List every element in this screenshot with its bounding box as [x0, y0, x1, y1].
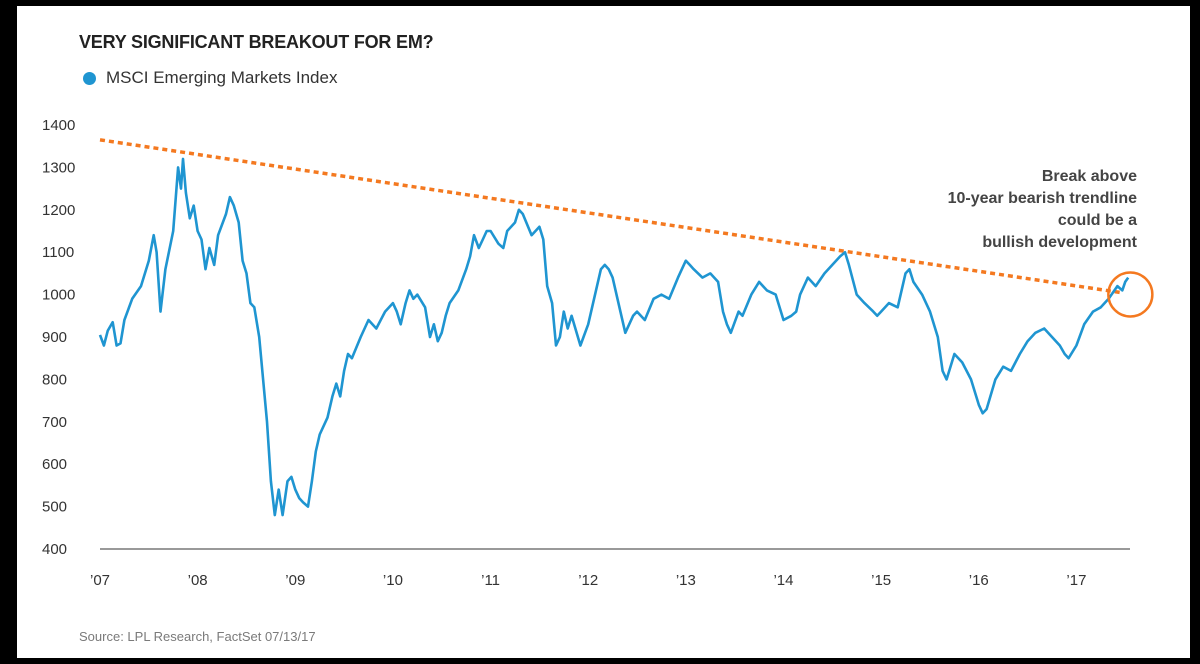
annotation-line: 10-year bearish trendline	[948, 190, 1138, 207]
bearish-trendline	[99, 138, 1121, 295]
breakout-highlight-circle	[1107, 271, 1154, 318]
x-tick-label: ’14	[773, 572, 793, 589]
y-tick-label: 500	[42, 499, 67, 516]
y-tick-label: 400	[42, 541, 67, 558]
x-tick-label: ’09	[285, 572, 305, 589]
y-tick-label: 900	[42, 329, 67, 346]
x-tick-label: ’10	[383, 572, 403, 589]
y-tick-label: 700	[42, 414, 67, 431]
y-tick-label: 1400	[42, 117, 75, 134]
annotation-line: bullish development	[982, 234, 1137, 251]
x-tick-label: ’07	[90, 572, 110, 589]
x-tick-label: ’17	[1066, 572, 1086, 589]
annotation-line: Break above	[1042, 168, 1137, 185]
x-tick-label: ’15	[871, 572, 891, 589]
y-tick-label: 1100	[42, 244, 74, 261]
legend: MSCI Emerging Markets Index	[83, 68, 337, 88]
y-tick-label: 1200	[42, 202, 75, 219]
y-tick-label: 1000	[42, 287, 75, 304]
legend-dot-icon	[83, 71, 96, 85]
y-tick-label: 600	[42, 456, 67, 473]
source-note: Source: LPL Research, FactSet 07/13/17	[79, 629, 316, 644]
y-tick-label: 1300	[42, 159, 75, 176]
x-tick-label: ’08	[188, 572, 208, 589]
chart-title: VERY SIGNIFICANT BREAKOUT FOR EM?	[79, 32, 434, 52]
y-tick-label: 800	[42, 371, 67, 388]
x-tick-label: ’12	[578, 572, 598, 589]
annotation-line: could be a	[1058, 212, 1137, 229]
x-tick-label: ’13	[676, 572, 696, 589]
x-tick-label: ’11	[481, 572, 500, 589]
series-line-msci-em	[98, 157, 1130, 517]
legend-label: MSCI Emerging Markets Index	[106, 68, 338, 87]
x-tick-label: ’16	[969, 572, 989, 589]
